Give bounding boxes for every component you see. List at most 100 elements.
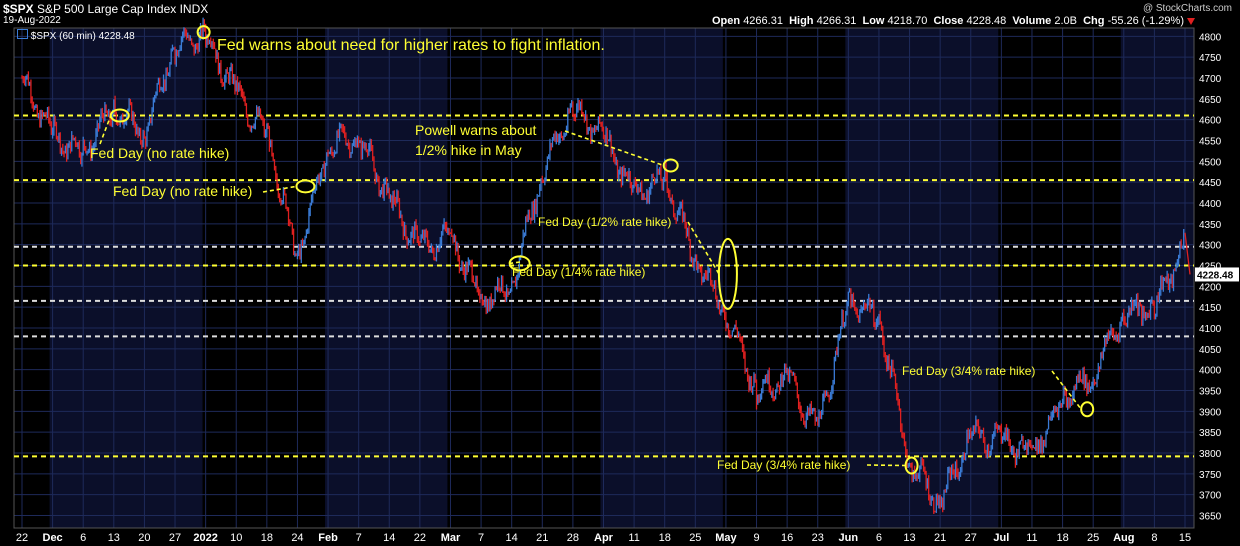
fed-day-marker <box>196 25 211 40</box>
x-tick-label: 24 <box>291 532 303 544</box>
y-tick-label: 4700 <box>1199 74 1222 85</box>
y-tick-label: 4400 <box>1199 199 1222 210</box>
annotations: Fed warns about need for higher rates to… <box>90 37 1035 472</box>
x-tick-label: 25 <box>1087 532 1099 544</box>
annotation-text: Powell warns about <box>415 122 537 138</box>
y-tick-label: 3950 <box>1199 387 1222 398</box>
fed-day-marker <box>295 179 316 194</box>
x-tick-label: 27 <box>965 532 977 544</box>
chart-title: $SPX S&P 500 Large Cap Index INDX <box>3 2 208 16</box>
x-tick-label: 11 <box>628 532 639 544</box>
index-name: S&P 500 Large Cap Index <box>37 2 177 16</box>
x-axis: 22 Dec 6 13 20 27 2022 10 18 24 Feb 7 14 22 Mar 7 14 21 28… <box>16 532 1191 544</box>
exchange: INDX <box>179 2 209 16</box>
annotation-arrow <box>262 185 297 193</box>
fed-day-marker <box>662 158 679 173</box>
last-price-tag: 4228.48 <box>1195 267 1239 282</box>
annotation-arrow <box>564 130 664 167</box>
month-band <box>845 28 999 528</box>
last-price-box <box>1195 267 1239 282</box>
y-tick-label: 4100 <box>1199 324 1222 335</box>
grid-lines <box>14 28 1194 528</box>
price-series <box>21 17 1191 514</box>
y-tick-label: 4600 <box>1199 116 1222 127</box>
annotation-text: Fed Day (no rate hike) <box>90 145 229 161</box>
x-tick-label: 9 <box>753 532 759 544</box>
annotation-arrow <box>687 221 720 275</box>
horizontal-levels <box>14 114 1194 458</box>
annotation-arrow <box>1051 370 1082 410</box>
x-tick-label: Feb <box>318 532 338 544</box>
legend-swatch-icon <box>17 29 28 39</box>
x-tick-label: Aug <box>1113 532 1134 544</box>
x-tick-label: 18 <box>659 532 671 544</box>
y-tick-label: 4200 <box>1199 282 1222 293</box>
annotation-markers <box>99 25 1095 475</box>
series-legend: $SPX (60 min) 4228.48 <box>17 29 135 42</box>
annotation-text: 1/2% hike in May <box>415 142 522 158</box>
x-tick-label: 15 <box>1179 532 1191 544</box>
annotation-text: Fed Day (no rate hike) <box>113 183 252 199</box>
annotation-text: Fed warns about need for higher rates to… <box>217 37 605 54</box>
x-tick-label: 13 <box>903 532 915 544</box>
y-tick-label: 4650 <box>1199 95 1222 106</box>
chart-date: 19-Aug-2022 <box>3 15 61 26</box>
legend-label: $SPX (60 min) 4228.48 <box>30 31 135 42</box>
x-tick-label: 8 <box>1151 532 1157 544</box>
y-tick-label: 4150 <box>1199 303 1222 314</box>
annotation-arrow <box>509 261 521 265</box>
y-tick-label: 4550 <box>1199 137 1222 148</box>
x-tick-label: Dec <box>43 532 63 544</box>
x-tick-label: 18 <box>1056 532 1068 544</box>
y-tick-label: 3850 <box>1199 428 1222 439</box>
y-tick-label: 4300 <box>1199 241 1222 252</box>
plot-frame <box>13 27 1195 529</box>
month-band <box>722 28 846 528</box>
y-tick-label: 4350 <box>1199 220 1222 231</box>
x-tick-label: 6 <box>876 532 882 544</box>
x-tick-label: 18 <box>261 532 273 544</box>
y-tick-label: 4000 <box>1199 366 1222 377</box>
annotation-text: Fed Day (1/4% rate hike) <box>512 265 645 279</box>
price-bar <box>1184 232 1191 275</box>
annotation-text: Fed Day (3/4% rate hike) <box>902 364 1035 378</box>
x-tick-label: May <box>715 532 737 544</box>
annotation-arrow <box>99 115 112 145</box>
x-tick-label: 14 <box>506 532 518 544</box>
watermark: @ StockCharts.com <box>1142 3 1232 14</box>
month-band <box>14 28 50 528</box>
x-tick-label: 21 <box>934 532 946 544</box>
x-tick-label: 22 <box>414 532 426 544</box>
y-tick-label: 3700 <box>1199 491 1222 502</box>
symbol: $SPX <box>3 2 34 16</box>
chg-down-icon <box>1187 17 1196 25</box>
x-tick-label: 20 <box>138 532 150 544</box>
y-tick-label: 4250 <box>1199 262 1222 273</box>
x-tick-label: 7 <box>478 532 484 544</box>
ohlc-readout: Open 4266.31 High 4266.31 Low 4218.70 Cl… <box>712 15 1196 27</box>
y-tick-label: 4050 <box>1199 345 1222 356</box>
annotation-text: Fed Day (3/4% rate hike) <box>717 458 850 472</box>
x-tick-label: Apr <box>594 532 614 544</box>
x-tick-label: Mar <box>441 532 461 544</box>
month-band <box>1120 28 1194 528</box>
x-tick-label: 21 <box>536 532 548 544</box>
y-tick-label: 3800 <box>1199 449 1222 460</box>
fed-day-marker <box>717 237 738 310</box>
y-axis: 3650 3700 3750 3800 3850 3900 3950 4000 4050 4100… <box>1199 32 1222 522</box>
x-tick-label: 27 <box>169 532 181 544</box>
y-tick-label: 3650 <box>1199 512 1222 523</box>
x-tick-label: 22 <box>16 532 28 544</box>
x-tick-label: 25 <box>689 532 701 544</box>
y-tick-label: 4750 <box>1199 53 1222 64</box>
x-tick-label: 2022 <box>193 532 217 544</box>
y-tick-label: 4500 <box>1199 157 1222 168</box>
fed-day-marker <box>1080 401 1095 418</box>
x-tick-label: 16 <box>781 532 793 544</box>
x-tick-label: 7 <box>356 532 362 544</box>
x-tick-label: Jul <box>993 532 1009 544</box>
y-tick-label: 4800 <box>1199 32 1222 43</box>
x-tick-label: 23 <box>812 532 824 544</box>
annotation-text: Fed Day (1/2% rate hike) <box>538 215 671 229</box>
